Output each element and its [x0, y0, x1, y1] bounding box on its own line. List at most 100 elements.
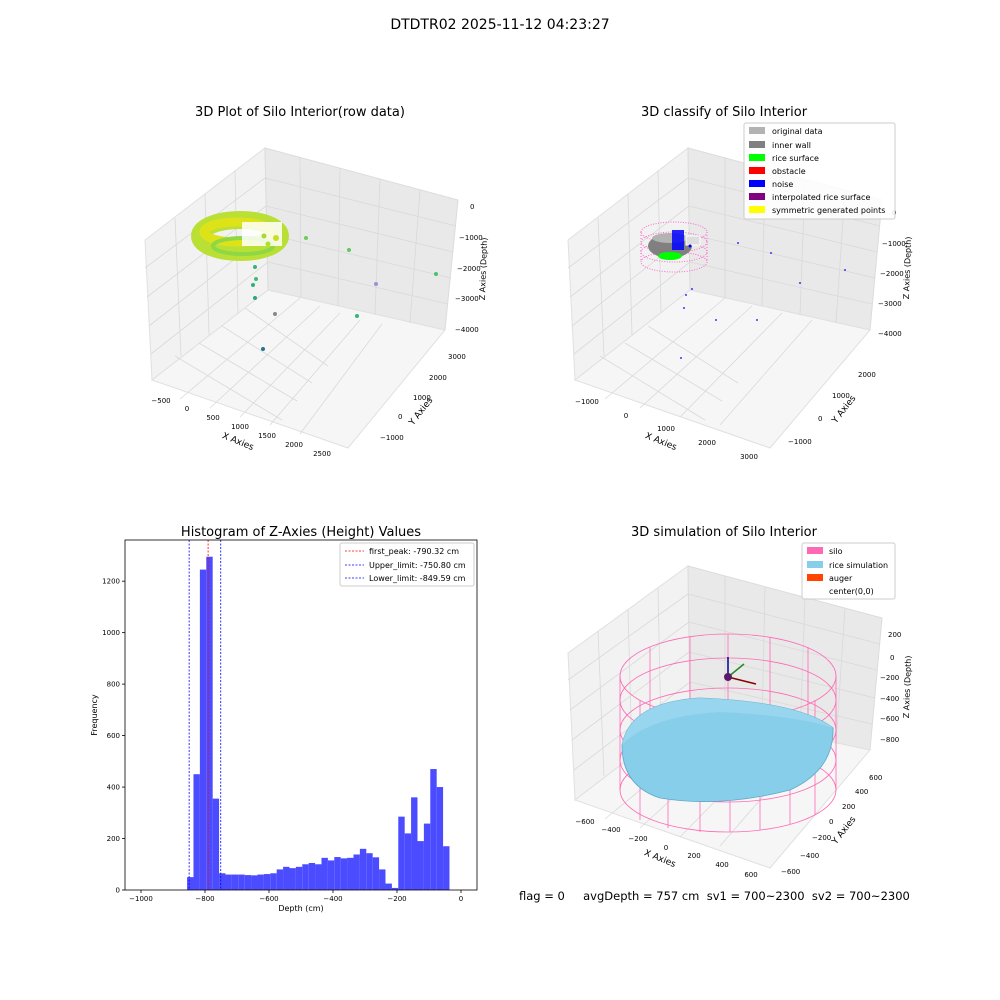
figure-footer-status: flag = 0 avgDepth = 757 cm sv1 = 700~230…	[519, 889, 910, 903]
histogram-y-tick-label: 1200	[102, 578, 120, 586]
raw-y-tick-label: −1000	[380, 434, 404, 442]
histogram-x-tick-label: −200	[387, 895, 406, 903]
classify-y-tick-label: 0	[818, 415, 822, 423]
histogram-bar	[411, 797, 418, 890]
legend-label: Lower_limit: -849.59 cm	[369, 574, 466, 583]
simulation-auger-center	[724, 657, 757, 685]
histogram-bar	[366, 853, 373, 890]
histogram-y-tick-label: 600	[107, 732, 120, 740]
histogram-bar	[430, 769, 437, 890]
histogram-x-tick-label: 0	[459, 895, 463, 903]
histogram-bar	[193, 774, 200, 890]
simulation-rice-surface	[621, 697, 834, 802]
legend-swatch-noise	[749, 180, 765, 187]
histogram-x-ticks: −1000 −800 −600 −400 −200 0	[129, 890, 463, 903]
histogram-bars	[187, 556, 450, 890]
panel-raw-scatter-points	[251, 236, 438, 351]
histogram-x-tick-label: −600	[259, 895, 278, 903]
raw-x-tick-label: 1500	[258, 432, 276, 440]
legend-label: rice surface	[772, 154, 819, 163]
classify-y-tick-label: −1000	[788, 438, 812, 446]
panel-classify-floor	[573, 289, 871, 449]
sim-x-tick-label: −600	[575, 818, 594, 826]
histogram-bar	[295, 866, 303, 890]
classify-y-tick-label: 1000	[832, 392, 850, 400]
legend-swatch-auger	[807, 574, 823, 581]
histogram-bar	[404, 833, 412, 890]
sim-x-tick-label: 400	[715, 861, 728, 869]
histogram-bar	[308, 862, 316, 890]
sim-x-tick-label: −400	[601, 826, 620, 834]
panel-raw-title: 3D Plot of Silo Interior(row data)	[195, 105, 405, 120]
histogram-plot-frame	[124, 539, 478, 891]
legend-swatch-interpolated	[749, 193, 765, 200]
histogram-bar	[187, 877, 194, 890]
histogram-bar	[443, 846, 450, 890]
histogram-bar	[263, 874, 271, 890]
histogram-y-ticks: 0 200 400 600 800 1000 1200	[102, 578, 125, 895]
classify-z-axis-label: Z Axies (Depth)	[902, 236, 913, 299]
histogram-x-tick-label: −1000	[129, 895, 153, 903]
histogram-y-tick-label: 200	[107, 835, 120, 843]
sim-y-tick-label: 0	[829, 818, 833, 826]
histogram-bar	[315, 864, 322, 890]
histogram-bar	[251, 875, 258, 890]
sim-z-tick-label: −600	[880, 715, 899, 723]
sim-z-tick-label: 0	[890, 654, 894, 662]
panel-classify-title: 3D classify of Silo Interior	[641, 105, 808, 120]
histogram-bar	[417, 841, 424, 890]
histogram-bar	[423, 823, 431, 890]
histogram-bar	[347, 857, 354, 890]
sim-y-tick-label: 600	[869, 774, 882, 782]
sim-z-tick-label: −800	[880, 736, 899, 744]
histogram-bar	[219, 873, 226, 890]
panel-histogram: Histogram of Z-Axies (Height) Values −10…	[90, 525, 478, 913]
raw-z-tick-label: −2000	[457, 265, 481, 273]
histogram-bar	[231, 874, 239, 890]
legend-swatch-silo	[807, 547, 823, 554]
panel-classify-silo-points	[640, 221, 708, 273]
sim-x-tick-label: 600	[744, 871, 757, 879]
classify-z-tick-label: −2000	[880, 270, 904, 278]
raw-y-tick-label: 3000	[448, 353, 466, 361]
legend-label: first_peak: -790.32 cm	[369, 547, 459, 556]
panel-classify-legend: original data inner wall rice surface ob…	[743, 122, 896, 220]
raw-x-tick-label: 1000	[231, 423, 249, 431]
legend-swatch-symmetric	[749, 206, 765, 213]
histogram-bar	[270, 873, 277, 890]
sim-x-tick-label: −200	[628, 835, 647, 843]
sim-y-tick-label: −200	[812, 834, 831, 842]
raw-x-tick-label: −500	[151, 397, 170, 405]
histogram-bar	[302, 864, 309, 890]
raw-z-axis-label: Z Axies (Depth)	[478, 237, 489, 300]
sim-z-axis-label: Z Axies (Depth)	[902, 655, 913, 718]
histogram-title: Histogram of Z-Axies (Height) Values	[181, 525, 421, 540]
histogram-y-tick-label: 1000	[102, 629, 120, 637]
sim-z-tick-label: −400	[880, 695, 899, 703]
panel-classify-3d: 3D classify of Silo Interior	[567, 105, 913, 461]
histogram-y-axis-label: Frequency	[90, 694, 99, 736]
legend-label: original data	[772, 127, 823, 136]
sim-z-tick-label: 200	[888, 631, 901, 639]
histogram-y-tick-label: 0	[116, 887, 120, 895]
classify-x-tick-label: −1000	[575, 398, 599, 406]
sim-y-axis-label: Y Axies	[830, 815, 859, 848]
histogram-reference-lines	[188, 540, 222, 890]
raw-x-tick-label: 0	[185, 405, 189, 413]
sim-x-axis-label: X Axies	[642, 848, 677, 870]
histogram-bar	[340, 858, 348, 890]
classify-z-tick-label: −1000	[882, 240, 906, 248]
sim-x-tick-label: 0	[664, 844, 668, 852]
panel-simulation-3d: 3D simulation of Silo Interior	[567, 525, 913, 879]
histogram-y-tick-label: 400	[107, 784, 120, 792]
legend-swatch-inner-wall	[749, 141, 765, 148]
panel-raw-axis-ticks: −500 0 500 1000 1500 2000 2500 −1000 0 1…	[151, 203, 482, 458]
raw-y-tick-label: 1000	[413, 394, 431, 402]
panel-raw-floor	[150, 289, 446, 449]
sim-y-tick-label: −600	[781, 868, 800, 876]
histogram-bar	[289, 868, 296, 890]
histogram-bar	[385, 883, 392, 890]
histogram-bar	[199, 569, 207, 890]
histogram-bar	[359, 848, 367, 890]
simulation-legend: silo rice simulation auger center(0,0)	[801, 542, 896, 600]
